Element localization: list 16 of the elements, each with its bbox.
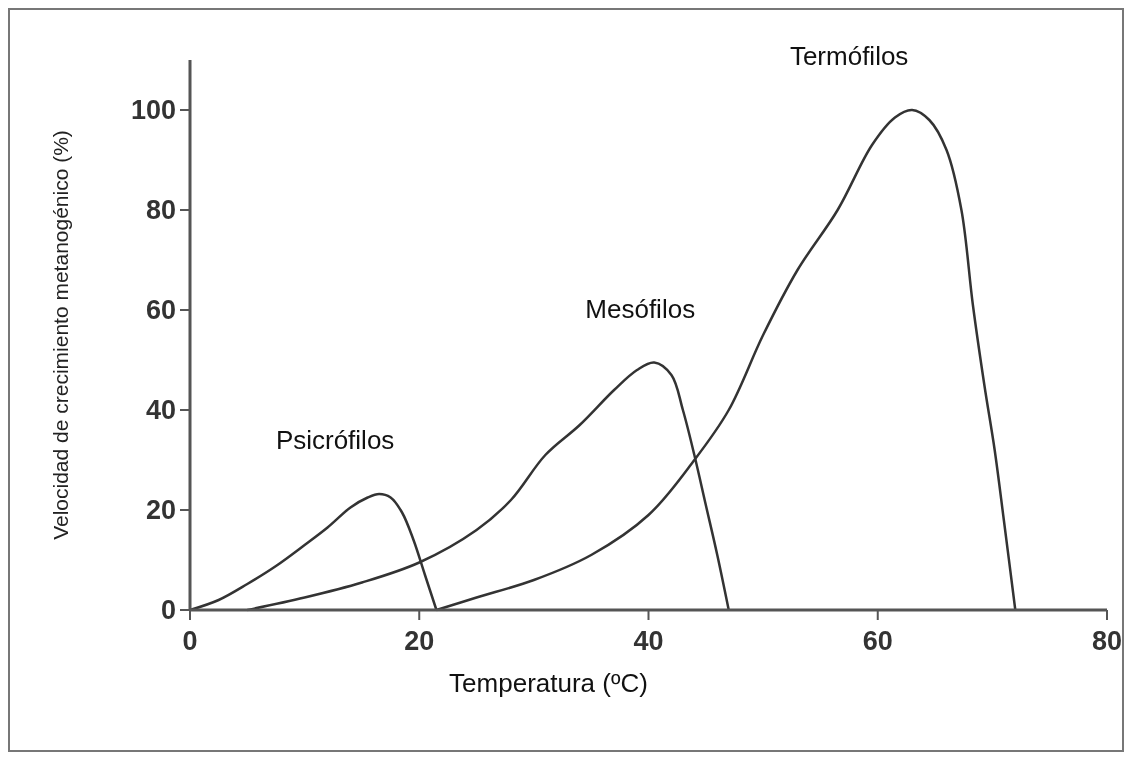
x-tick-label: 0 (182, 626, 198, 656)
x-tick-label: 80 (1091, 626, 1123, 656)
y-axis-title: Velocidad de crecimiento metanogénico (%) (49, 130, 72, 540)
y-tick-label: 100 (130, 95, 176, 126)
y-tick-label: 40 (145, 395, 176, 426)
x-tick-label: 60 (862, 626, 893, 656)
y-tick-label: 60 (145, 295, 176, 326)
y-tick-label: 20 (145, 495, 176, 526)
x-axis-title: Temperatura (ºC) (449, 668, 648, 698)
y-tick-label: 80 (145, 195, 176, 226)
series-label: Termófilos (789, 41, 909, 71)
x-tick-label: 40 (633, 626, 664, 656)
y-tick-label: 0 (160, 595, 176, 626)
series-label: Psicrófilos (275, 425, 395, 455)
x-tick-label: 20 (404, 626, 435, 656)
text: Mesófilos (585, 293, 696, 324)
